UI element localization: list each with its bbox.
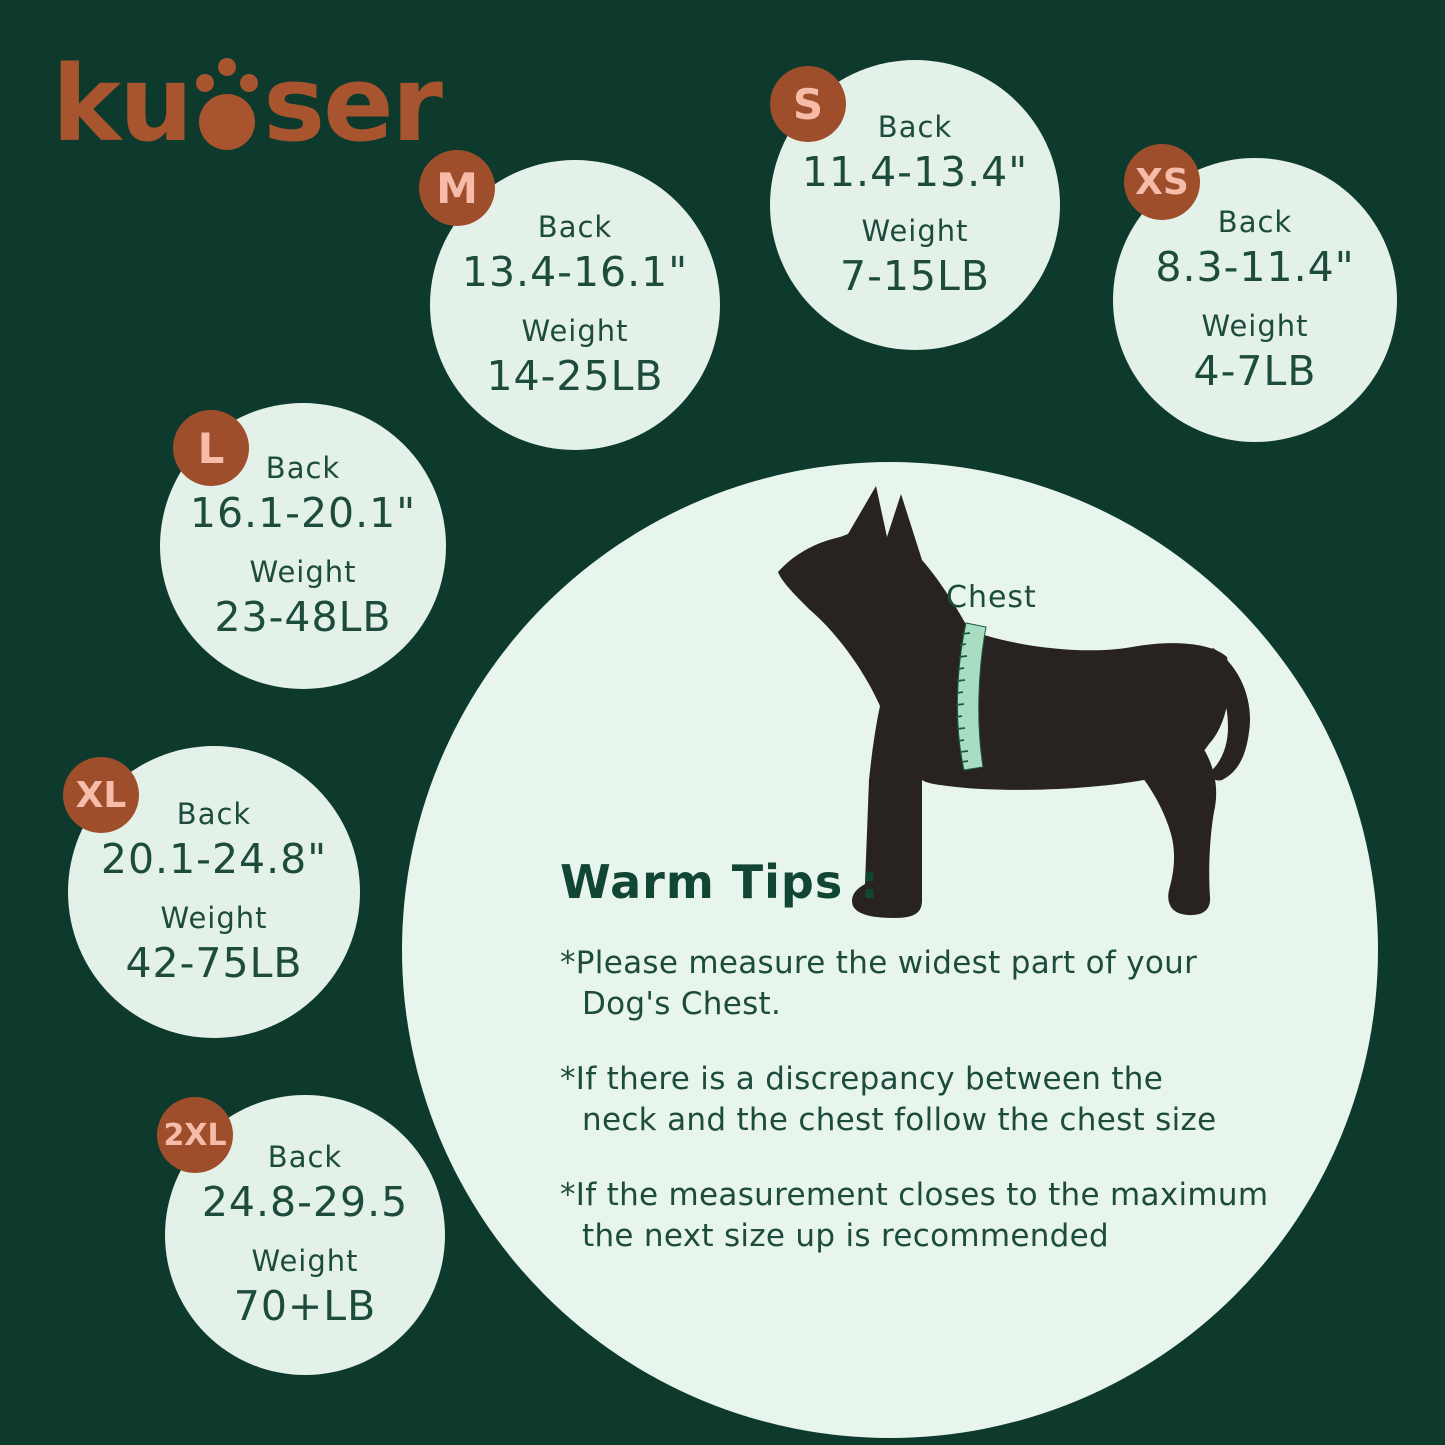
back-label: Back — [176, 797, 252, 831]
dog-silhouette — [778, 486, 1251, 918]
weight-range: 4-7LB — [1193, 347, 1317, 395]
size-badge-s: S — [770, 66, 846, 142]
size-circle-2xl: 2XL Back 24.8-29.5 Weight 70+LB — [157, 1095, 445, 1375]
back-range: 13.4-16.1" — [461, 248, 689, 296]
size-circle-xl: XL Back 20.1-24.8" Weight 42-75LB — [63, 746, 360, 1038]
size-circle-xs: XS Back 8.3-11.4" Weight 4-7LB — [1113, 144, 1397, 442]
back-range: 11.4-13.4" — [801, 148, 1029, 196]
back-label: Back — [537, 210, 613, 244]
warm-tips-section: Warm Tips : *Please measure the widest p… — [560, 855, 1280, 1257]
back-range: 16.1-20.1" — [189, 489, 417, 537]
size-badge-2xl: 2XL — [157, 1097, 233, 1173]
back-range: 24.8-29.5 — [201, 1178, 409, 1226]
measuring-tape-icon — [955, 622, 987, 771]
weight-range: 7-15LB — [839, 252, 991, 300]
weight-label: Weight — [160, 901, 268, 935]
size-circle-s: S Back 11.4-13.4" Weight 7-15LB — [770, 60, 1060, 350]
size-badge-xs: XS — [1124, 144, 1200, 220]
measure-diagram-circle: Chest Warm Tips : *Please measure the wi… — [402, 462, 1378, 1438]
back-range: 20.1-24.8" — [100, 835, 328, 883]
weight-range: 42-75LB — [125, 939, 303, 987]
weight-range: 23-48LB — [214, 593, 392, 641]
weight-label: Weight — [251, 1244, 359, 1278]
weight-label: Weight — [1201, 309, 1309, 343]
size-circle-m: M Back 13.4-16.1" Weight 14-25LB — [419, 150, 720, 450]
weight-range: 70+LB — [233, 1282, 377, 1330]
back-range: 8.3-11.4" — [1155, 243, 1355, 291]
weight-label: Weight — [861, 214, 969, 248]
back-label: Back — [265, 451, 341, 485]
weight-range: 14-25LB — [486, 352, 664, 400]
size-badge-l: L — [173, 410, 249, 486]
brand-logo: ku ser — [52, 38, 443, 156]
back-label: Back — [267, 1140, 343, 1174]
warm-tips-heading: Warm Tips : — [560, 855, 880, 909]
chest-label: Chest — [946, 580, 1037, 615]
weight-label: Weight — [249, 555, 357, 589]
weight-label: Weight — [521, 314, 629, 348]
size-badge-xl: XL — [63, 757, 139, 833]
tip-size-up: *If the measurement closes to the maximu… — [560, 1177, 1269, 1254]
size-badge-m: M — [419, 150, 495, 226]
paw-icon — [196, 58, 259, 150]
back-label: Back — [877, 110, 953, 144]
tip-discrepancy: *If there is a discrepancy between the n… — [560, 1061, 1217, 1138]
tip-measure-chest: *Please measure the widest part of your … — [560, 945, 1198, 1022]
back-label: Back — [1217, 205, 1293, 239]
logo-text-ser: ser — [263, 43, 443, 165]
logo-text-ku: ku — [52, 43, 193, 165]
size-circle-l: L Back 16.1-20.1" Weight 23-48LB — [160, 403, 446, 689]
